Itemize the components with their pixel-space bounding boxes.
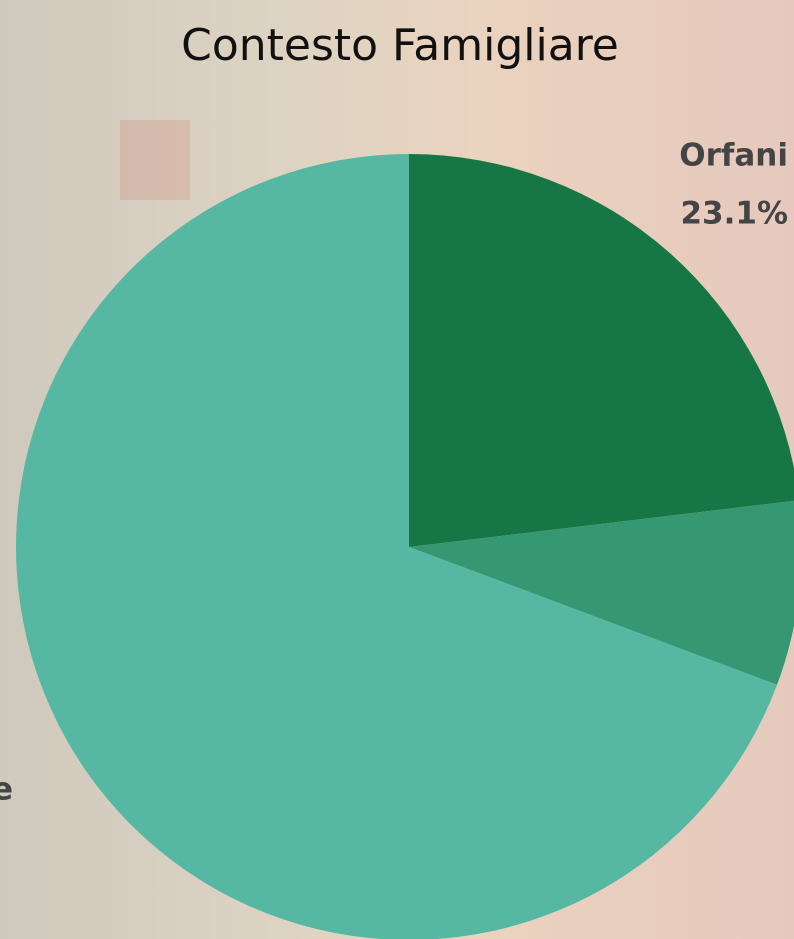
pie-slice: [409, 500, 794, 685]
pie-slice: [409, 154, 794, 547]
slice-label: Orfani: [679, 138, 788, 174]
slice-value-label: 23.1%: [680, 196, 788, 232]
background-detail: [120, 120, 190, 200]
slice-label: e: [0, 772, 13, 808]
pie-slice: [16, 154, 778, 939]
pie: [16, 154, 794, 939]
labels: Orfani 23.1% e: [0, 138, 788, 808]
chart-title: Contesto Famigliare: [181, 20, 619, 71]
